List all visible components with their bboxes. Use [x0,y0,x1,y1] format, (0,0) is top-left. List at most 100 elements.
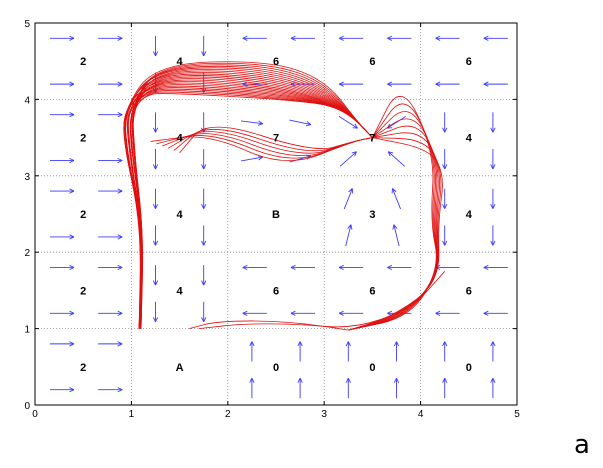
field-arrow [242,310,267,316]
cell-label: 6 [466,285,472,297]
trajectory-path [179,126,373,154]
field-arrow [393,377,400,399]
field-arrow [392,224,400,247]
field-arrow [152,35,159,57]
field-arrow [490,148,496,170]
trajectory-path [198,323,349,331]
y-tick-label: 2 [24,248,30,259]
direction-arrows [49,35,508,399]
cell-label: 6 [369,285,375,297]
field-arrow [49,81,75,87]
field-arrow [435,81,460,87]
field-arrow [201,148,207,170]
trajectory-path [123,72,373,329]
cell-label: 2 [80,209,86,221]
trajectory-path [132,75,373,329]
field-arrow [338,35,364,41]
trajectory-path [132,81,373,329]
field-arrow [201,225,207,246]
cell-label: 7 [273,133,279,145]
y-tick-label: 1 [24,325,30,336]
trajectory-path [348,96,437,331]
field-arrow [98,310,123,316]
field-arrow [249,341,255,362]
field-arrow [435,310,460,316]
cell-label: 6 [273,56,279,68]
field-arrow [387,151,406,167]
field-arrow [290,310,315,316]
field-arrow [49,157,75,164]
cell-label: 7 [369,133,375,145]
cell-label: 4 [466,209,473,221]
field-arrow [98,387,123,393]
field-arrow [98,188,123,194]
field-arrow [201,188,207,209]
field-arrow [49,112,75,118]
field-arrow [387,81,412,87]
field-arrow [98,112,123,118]
x-tick-label: 5 [514,409,520,420]
y-tick-label: 5 [24,19,30,30]
trajectory-path [130,62,373,329]
trajectory-path [189,271,445,329]
field-arrow [98,341,123,347]
field-arrow [49,310,75,316]
field-arrow [152,148,159,170]
x-tick-label: 3 [321,409,327,420]
trajectory-path [348,132,440,331]
field-arrow [442,225,448,246]
trajectory-path [126,90,373,329]
cell-label: 3 [369,209,375,221]
field-arrow [98,81,123,87]
field-arrow [345,341,351,362]
field-arrow [297,341,303,362]
field-arrow [435,264,460,271]
cell-labels: 2 4 6 6 6 2 4 7 7 4 2 4 B 3 4 2 4 6 6 6 2 A 0 0 0 [80,56,473,374]
field-arrow [343,188,354,210]
field-arrow [442,112,448,133]
cell-label: A [176,362,184,374]
trajectory-path [129,70,373,329]
field-arrow [483,35,508,41]
cell-label: 2 [80,285,86,297]
field-arrow [201,301,207,322]
field-arrow [345,224,353,247]
field-arrow [49,35,75,41]
trajectories [123,61,445,331]
field-arrow [391,188,401,210]
field-arrow [387,35,412,41]
field-arrow [490,112,496,133]
field-arrow [98,157,123,164]
y-tick-label: 0 [24,401,30,412]
plot-frame [34,22,518,406]
field-arrow [345,377,351,399]
field-arrow [289,119,312,127]
trajectory-path [124,84,373,329]
field-arrow [442,377,448,399]
field-arrow [442,148,448,170]
x-tick-label: 1 [129,409,135,420]
field-arrow [152,112,159,133]
trajectory-path [348,137,443,331]
field-arrow [442,188,448,209]
axis-ticks: 0 1 2 3 4 5 0 1 2 3 4 5 [24,19,520,420]
field-arrow [483,264,508,271]
trajectory-path [123,78,373,329]
field-arrow [152,301,159,322]
cell-label: 6 [369,56,375,68]
field-arrow [387,264,412,271]
cell-label: 2 [80,133,86,145]
cell-label: 6 [466,56,472,68]
cell-label: 4 [177,285,184,297]
field-arrow [339,151,357,167]
figure-caption: a [574,430,590,460]
trajectory-path [130,87,373,329]
cell-label: 2 [80,56,86,68]
field-arrow [98,234,123,240]
trajectory-path [348,137,442,331]
field-arrow [249,377,255,399]
cell-label: 0 [369,362,375,374]
trajectory-path [127,73,373,329]
cell-label: 4 [177,209,184,221]
